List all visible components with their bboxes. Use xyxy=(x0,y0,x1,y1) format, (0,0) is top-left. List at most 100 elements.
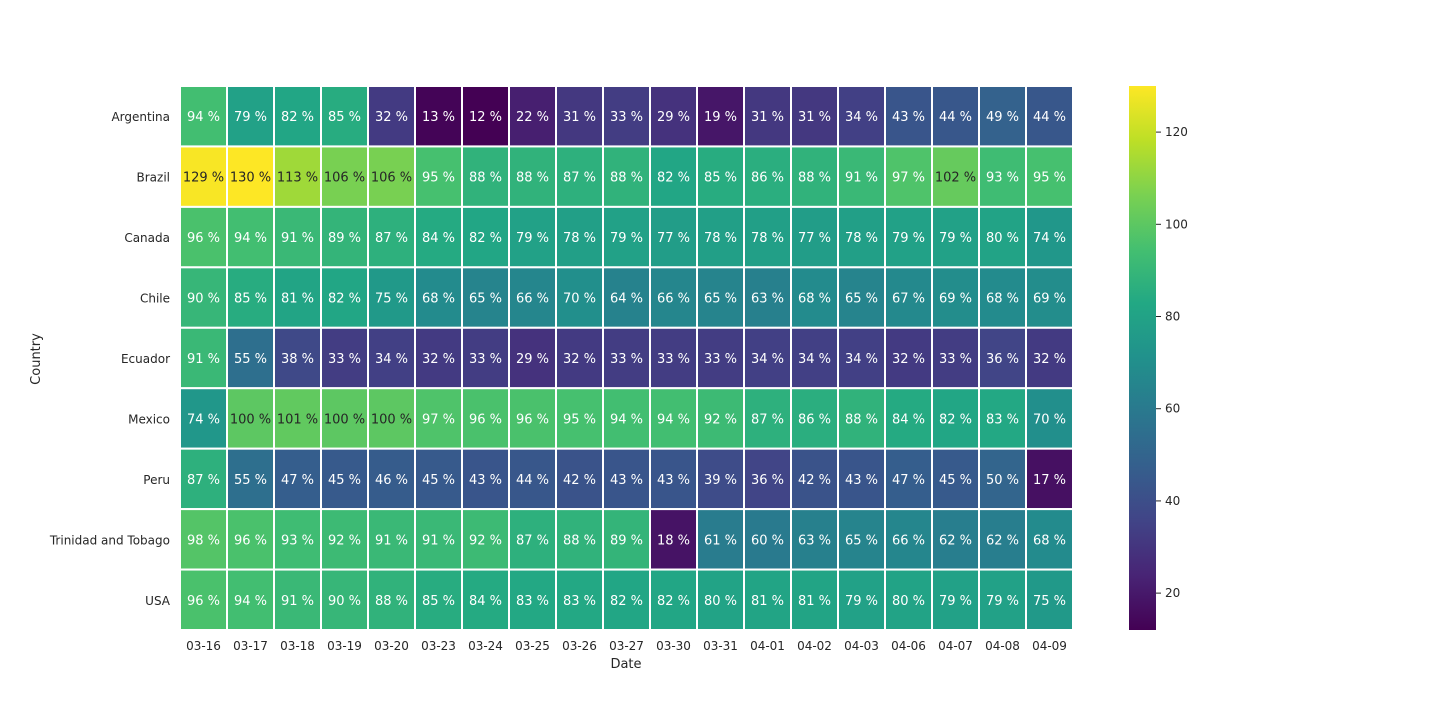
cell-value-label: 95 % xyxy=(1033,171,1066,186)
heatmap-cell xyxy=(743,326,792,390)
cell-value-label: 55 % xyxy=(234,473,267,488)
heatmap-cell xyxy=(696,508,745,571)
cell-value-label: 70 % xyxy=(1033,412,1066,427)
y-tick-label: Peru xyxy=(143,473,170,487)
cell-value-label: 96 % xyxy=(187,594,220,609)
cell-value-label: 65 % xyxy=(845,533,878,548)
cell-value-label: 93 % xyxy=(281,533,314,548)
heatmap-cell xyxy=(320,145,369,208)
cell-value-label: 95 % xyxy=(422,171,455,186)
heatmap-cell xyxy=(226,387,275,450)
colorbar xyxy=(1129,86,1156,630)
heatmap-cell xyxy=(884,508,933,571)
heatmap-cell xyxy=(649,266,698,329)
cell-value-label: 93 % xyxy=(986,171,1019,186)
cell-value-label: 67 % xyxy=(892,292,925,307)
heatmap-cell xyxy=(1025,387,1074,450)
cell-value-label: 32 % xyxy=(1033,352,1066,367)
y-tick-label: USA xyxy=(145,594,171,608)
cell-value-label: 33 % xyxy=(610,110,643,125)
colorbar-tick-label: 120 xyxy=(1165,125,1188,139)
heatmap-cell xyxy=(508,568,557,631)
cell-value-label: 34 % xyxy=(845,110,878,125)
heatmap-cell xyxy=(837,447,886,511)
cell-value-label: 68 % xyxy=(1033,533,1066,548)
cell-value-label: 78 % xyxy=(704,231,737,246)
x-tick-label: 03-25 xyxy=(515,639,550,653)
cell-value-label: 84 % xyxy=(892,412,925,427)
heatmap-cell xyxy=(226,447,275,511)
x-tick-label: 03-27 xyxy=(609,639,644,653)
cell-value-label: 33 % xyxy=(328,352,361,367)
cell-value-label: 100 % xyxy=(324,412,365,427)
heatmap-cell xyxy=(414,326,463,390)
heatmap-cell xyxy=(978,205,1027,269)
cell-value-label: 75 % xyxy=(375,292,408,307)
x-tick-label: 03-18 xyxy=(280,639,315,653)
cell-value-label: 65 % xyxy=(469,292,502,307)
x-tick-label: 04-07 xyxy=(938,639,973,653)
heatmap-cell xyxy=(696,205,745,269)
cell-value-label: 65 % xyxy=(704,292,737,307)
heatmap-cell xyxy=(931,387,980,450)
cell-value-label: 13 % xyxy=(422,110,455,125)
cell-value-label: 91 % xyxy=(281,594,314,609)
heatmap-cell xyxy=(743,387,792,450)
cell-value-label: 91 % xyxy=(845,171,878,186)
heatmap-cell xyxy=(884,266,933,329)
y-tick-label: Mexico xyxy=(128,412,170,426)
heatmap-cell xyxy=(837,266,886,329)
cell-value-label: 89 % xyxy=(610,533,643,548)
cell-value-label: 79 % xyxy=(610,231,643,246)
cell-value-label: 84 % xyxy=(422,231,455,246)
x-axis-ticks: 03-16 03-17 03-18 03-19 03-20 03-23 03-24 03-25… xyxy=(186,639,1067,653)
cell-value-label: 113 % xyxy=(277,171,318,186)
cell-value-label: 33 % xyxy=(939,352,972,367)
cell-value-label: 96 % xyxy=(187,231,220,246)
cell-value-label: 66 % xyxy=(892,533,925,548)
x-tick-label: 03-26 xyxy=(562,639,597,653)
colorbar-tick-label: 60 xyxy=(1165,402,1180,416)
cell-value-label: 77 % xyxy=(657,231,690,246)
cell-value-label: 34 % xyxy=(751,352,784,367)
heatmap-cells xyxy=(179,85,1074,631)
cell-value-label: 88 % xyxy=(563,533,596,548)
cell-value-label: 97 % xyxy=(422,412,455,427)
colorbar-ticks: 20 40 60 80 100 120 xyxy=(1156,125,1188,600)
heatmap-cell xyxy=(179,447,228,511)
cell-value-label: 64 % xyxy=(610,292,643,307)
cell-value-label: 17 % xyxy=(1033,473,1066,488)
cell-value-label: 81 % xyxy=(281,292,314,307)
cell-value-label: 36 % xyxy=(986,352,1019,367)
cell-value-label: 70 % xyxy=(563,292,596,307)
cell-value-label: 87 % xyxy=(563,171,596,186)
heatmap-cell xyxy=(320,387,369,450)
cell-value-label: 31 % xyxy=(563,110,596,125)
cell-value-label: 85 % xyxy=(234,292,267,307)
cell-value-label: 79 % xyxy=(939,594,972,609)
heatmap-cell xyxy=(649,326,698,390)
heatmap-cell xyxy=(508,387,557,450)
x-tick-label: 03-30 xyxy=(656,639,691,653)
x-tick-label: 03-24 xyxy=(468,639,503,653)
cell-value-label: 34 % xyxy=(845,352,878,367)
heatmap-cell xyxy=(461,205,510,269)
heatmap-cell xyxy=(179,145,228,208)
heatmap-cell xyxy=(978,266,1027,329)
cell-value-label: 82 % xyxy=(469,231,502,246)
heatmap-cell xyxy=(461,447,510,511)
cell-value-label: 82 % xyxy=(328,292,361,307)
cell-value-label: 85 % xyxy=(422,594,455,609)
colorbar-tick-label: 80 xyxy=(1165,310,1180,324)
heatmap-cell xyxy=(696,568,745,631)
cell-value-label: 80 % xyxy=(986,231,1019,246)
cell-value-label: 96 % xyxy=(469,412,502,427)
cell-value-label: 87 % xyxy=(751,412,784,427)
cell-value-label: 29 % xyxy=(516,352,549,367)
cell-value-label: 36 % xyxy=(751,473,784,488)
heatmap-cell xyxy=(461,266,510,329)
x-tick-label: 04-01 xyxy=(750,639,785,653)
y-tick-label: Chile xyxy=(140,292,170,306)
cell-value-label: 74 % xyxy=(1033,231,1066,246)
